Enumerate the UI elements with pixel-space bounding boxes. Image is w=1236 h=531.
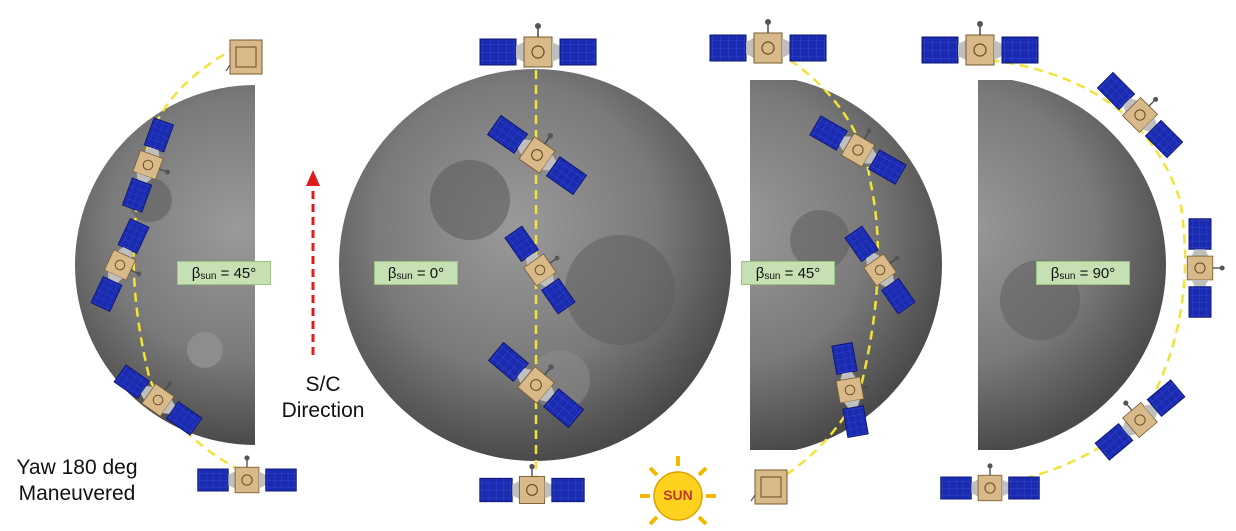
- spacecraft-far-2: [1186, 218, 1226, 318]
- beta-label-right: β sun = 45°: [741, 261, 835, 285]
- beta-label-center: β sun = 0°: [374, 261, 458, 285]
- direction-line-2: Direction: [281, 399, 365, 422]
- spacecraft-center-top: [479, 22, 597, 68]
- beta-subscript: sun: [1059, 270, 1076, 282]
- beta-value: = 45°: [220, 264, 257, 282]
- beta-symbol: β: [755, 264, 765, 282]
- beta-subscript: sun: [200, 270, 217, 282]
- beta-subscript: sun: [396, 270, 413, 282]
- direction-label: S/C Direction: [268, 372, 378, 424]
- beta-symbol: β: [191, 264, 201, 282]
- spacecraft-far-bottom: [940, 462, 1040, 502]
- orbit-path-right: [769, 58, 880, 487]
- beta-subscript: sun: [764, 270, 781, 282]
- beta-symbol: β: [1050, 264, 1060, 282]
- beta-value: = 90°: [1079, 264, 1116, 282]
- spacecraft-right-top: [709, 18, 827, 64]
- spacecraft-right-bottom: [750, 469, 788, 505]
- yaw-line-1: Yaw 180 deg: [16, 456, 138, 479]
- spacecraft-center-bottom: [479, 463, 585, 505]
- beta-value: = 45°: [784, 264, 821, 282]
- yaw-label: Yaw 180 deg Maneuvered: [2, 455, 152, 507]
- beta-label-far-right: β sun = 90°: [1036, 261, 1130, 285]
- sun-icon: [640, 456, 716, 526]
- direction-arrow-head: [306, 170, 320, 186]
- sun-label: SUN: [663, 487, 693, 503]
- beta-label-left: β sun = 45°: [177, 261, 271, 285]
- spacecraft-left-top: [225, 39, 263, 75]
- spacecraft-far-top: [921, 20, 1039, 66]
- spacecraft-left-bottom: [197, 454, 297, 494]
- direction-line-1: S/C: [305, 373, 341, 396]
- beta-symbol: β: [387, 264, 397, 282]
- yaw-line-2: Maneuvered: [18, 482, 136, 505]
- orbit-path-far-right: [989, 58, 1187, 487]
- beta-value: = 0°: [416, 264, 445, 282]
